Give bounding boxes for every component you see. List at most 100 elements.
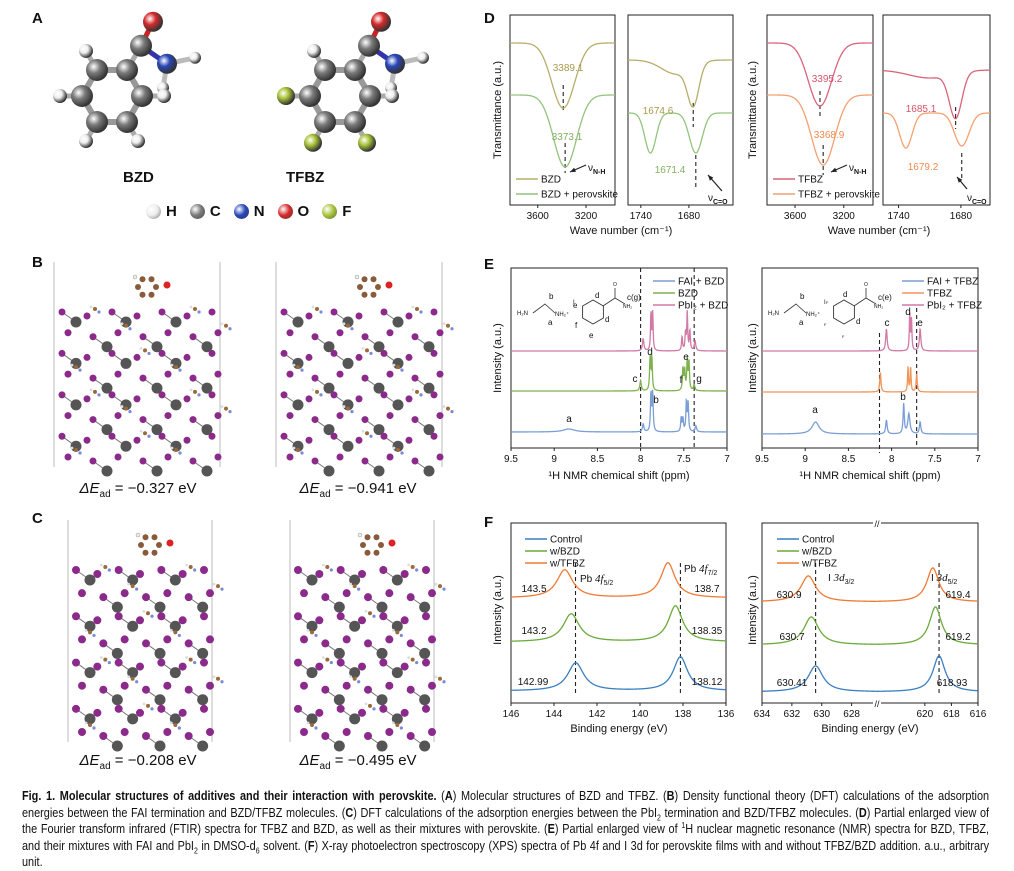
fa-atom: [228, 409, 232, 414]
iodine-atom: [379, 704, 388, 713]
pb-atom: [101, 424, 113, 436]
fa-atom: [173, 723, 178, 727]
crystal-structure-image: [275, 262, 454, 477]
structure-label: d: [595, 291, 599, 300]
iodine-atom: [89, 374, 97, 382]
caption-text: 2: [193, 846, 198, 856]
axis-break-gap: [873, 520, 881, 526]
x-tick-label: 144: [546, 709, 563, 720]
pb-atom: [419, 647, 431, 659]
atom-n-sphere: [385, 53, 405, 74]
energy-symbol: ΔE: [299, 752, 320, 769]
iodine-atom: [189, 457, 197, 465]
fa-atom: [103, 565, 108, 569]
caption-text: ) Partial enlarged view of the Fourier t…: [22, 805, 990, 837]
iodine-atom: [93, 570, 102, 578]
fa-atom: [446, 406, 450, 411]
caption-text: 6: [255, 846, 260, 856]
iodine-atom: [157, 612, 166, 621]
pb-atom: [201, 465, 213, 477]
dft-structures: [53, 262, 454, 752]
iodine-atom: [280, 432, 288, 440]
annotation-text: 3395.2: [812, 74, 843, 85]
iodine-atom: [189, 416, 197, 424]
fa-atom: [396, 365, 400, 370]
iodine-atom: [214, 412, 222, 420]
fa-atom: [415, 568, 419, 572]
iodine-atom: [330, 349, 338, 357]
iodine-atom: [78, 589, 86, 598]
fa-atom: [419, 393, 423, 397]
fa-atom: [319, 310, 323, 314]
atom-o-sphere: [371, 11, 391, 32]
iodine-atom: [163, 589, 172, 598]
atom-legend-item: O: [277, 203, 309, 220]
pb-atom: [323, 341, 335, 353]
series-line-bzd-perovskite: [510, 94, 615, 168]
fa-atom: [99, 563, 103, 567]
fa-atom: [88, 723, 92, 727]
caption-text: ) Density functional theory (DFT) calcul…: [22, 789, 990, 820]
iodine-atom: [164, 370, 172, 378]
x-axis-label: ¹H NMR chemical shift (ppm): [799, 470, 941, 482]
peak-annotation: 1674.6: [643, 106, 674, 117]
iodine-atom: [400, 616, 409, 625]
x-tick-label: 630: [813, 709, 830, 720]
iodine-atom: [300, 589, 308, 598]
iodine-atom: [294, 704, 302, 713]
fa-atom: [174, 448, 178, 452]
iodine-atom: [83, 353, 91, 361]
fa-atom: [292, 363, 296, 367]
iodine-atom: [358, 708, 366, 717]
iodine-atom: [133, 436, 141, 444]
annotation-text: 630.9: [776, 590, 801, 601]
fa-atom: [189, 305, 193, 309]
pb-atom: [391, 667, 403, 679]
iodine-atom: [163, 635, 172, 644]
fa-atom: [369, 351, 373, 356]
fa-atom: [142, 609, 146, 613]
iodine-atom: [114, 612, 123, 621]
structure-label: e: [573, 301, 578, 310]
x-axis-label: Binding energy (eV): [570, 723, 668, 735]
fa-atom: [314, 633, 318, 638]
iodine-atom: [99, 685, 108, 694]
peak-annotation: 138.35: [692, 626, 723, 637]
iodine-atom: [422, 612, 430, 621]
iodine-atom: [93, 708, 102, 717]
iodine-atom: [430, 432, 438, 440]
iodine-atom: [361, 333, 369, 341]
x-tick-label: 620: [916, 709, 933, 720]
iodine-atom: [114, 329, 122, 337]
peak-annotation: 1679.2: [908, 162, 939, 173]
fa-atom: [395, 630, 400, 635]
x-tick-label: 3600: [527, 211, 550, 222]
iodine-atom: [422, 704, 430, 713]
iodine-atom: [311, 457, 319, 465]
iodine-atom: [64, 370, 72, 378]
energy-value: = −0.208 eV: [110, 752, 197, 769]
iodine-atom: [342, 589, 351, 598]
molecule-atom: [148, 276, 155, 283]
pb-atom: [120, 399, 132, 411]
iodine-atom: [379, 612, 388, 621]
pb-atom: [333, 740, 345, 752]
iodine-atom: [164, 412, 172, 420]
pb-atom: [342, 316, 354, 328]
fa-atom: [142, 702, 146, 706]
fa-atom: [321, 563, 325, 567]
atom-n-sphere: [157, 53, 177, 74]
fa-atom: [170, 446, 174, 450]
annotation-text: 3389.1: [553, 63, 584, 74]
peak-annotation: 143.2: [521, 626, 546, 637]
fa-atom: [177, 633, 181, 638]
iodine-atom: [336, 704, 345, 713]
annotation-subscript: C=O: [972, 199, 987, 206]
iodine-atom: [133, 353, 141, 361]
pb-atom: [201, 341, 213, 353]
iodine-atom: [379, 566, 388, 574]
x-tick-label: 8: [889, 454, 895, 465]
fa-atom: [306, 629, 310, 632]
pb-atom: [419, 694, 431, 706]
iodine-atom: [157, 566, 166, 574]
